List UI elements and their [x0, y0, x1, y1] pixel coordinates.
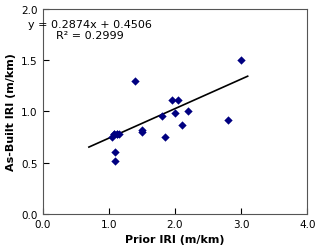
Y-axis label: As-Built IRI (m/km): As-Built IRI (m/km)	[5, 53, 15, 170]
Point	[139, 128, 144, 132]
Point	[113, 159, 118, 163]
Point	[179, 123, 184, 127]
Point	[111, 132, 117, 136]
Point	[172, 112, 178, 116]
Text: y = 0.2874x + 0.4506
R² = 0.2999: y = 0.2874x + 0.4506 R² = 0.2999	[28, 20, 152, 41]
Point	[114, 132, 119, 136]
Point	[186, 110, 191, 114]
Point	[225, 118, 230, 122]
Point	[239, 59, 244, 63]
Point	[114, 132, 119, 136]
Point	[116, 132, 121, 136]
Point	[162, 136, 168, 140]
Point	[113, 151, 118, 155]
Point	[176, 98, 181, 102]
Point	[109, 136, 115, 140]
Point	[133, 80, 138, 84]
X-axis label: Prior IRI (m/km): Prior IRI (m/km)	[125, 234, 225, 244]
Point	[159, 115, 164, 119]
Point	[169, 98, 174, 102]
Point	[111, 132, 117, 136]
Point	[139, 130, 144, 134]
